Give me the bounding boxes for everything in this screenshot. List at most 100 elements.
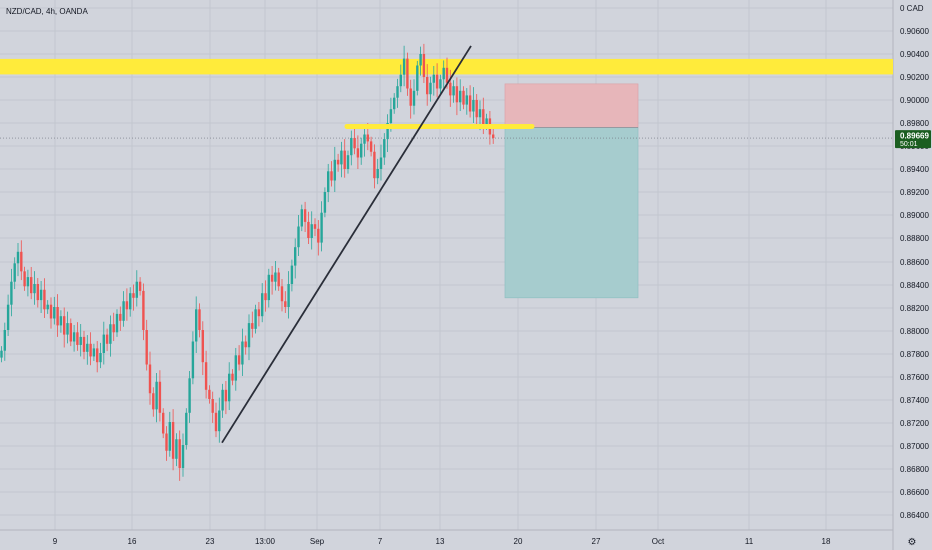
candle-body[interactable] — [300, 209, 303, 227]
candle-body[interactable] — [399, 74, 402, 87]
candle-body[interactable] — [99, 353, 102, 363]
candle-body[interactable] — [475, 100, 478, 118]
candle-body[interactable] — [356, 148, 360, 158]
candle-body[interactable] — [257, 309, 261, 317]
candle-body[interactable] — [330, 171, 333, 181]
candle-body[interactable] — [360, 143, 363, 158]
candle-body[interactable] — [369, 141, 373, 152]
candle-body[interactable] — [59, 316, 63, 326]
candle-body[interactable] — [452, 86, 455, 96]
candle-body[interactable] — [303, 209, 307, 222]
candle-body[interactable] — [294, 247, 297, 266]
candle-body[interactable] — [343, 150, 346, 169]
candle-body[interactable] — [386, 123, 389, 140]
candle-body[interactable] — [426, 77, 429, 95]
candle-body[interactable] — [53, 307, 56, 319]
candle-body[interactable] — [492, 134, 495, 138]
candle-body[interactable] — [379, 157, 383, 170]
candle-body[interactable] — [468, 95, 472, 112]
candle-body[interactable] — [36, 284, 39, 301]
candle-body[interactable] — [135, 281, 138, 298]
candle-body[interactable] — [129, 293, 132, 310]
candle-body[interactable] — [412, 90, 416, 106]
candle-body[interactable] — [363, 134, 366, 144]
candle-body[interactable] — [138, 281, 142, 291]
candle-body[interactable] — [132, 293, 135, 298]
candle-body[interactable] — [188, 378, 191, 413]
candle-body[interactable] — [419, 54, 422, 66]
candle-body[interactable] — [92, 348, 96, 357]
candle-body[interactable] — [317, 228, 320, 243]
candle-body[interactable] — [376, 169, 379, 179]
candle-body[interactable] — [185, 412, 188, 445]
candle-body[interactable] — [340, 150, 343, 165]
candle-body[interactable] — [46, 304, 49, 310]
candle-body[interactable] — [333, 159, 336, 181]
candle-body[interactable] — [152, 393, 155, 410]
candle-body[interactable] — [297, 226, 300, 248]
candle-body[interactable] — [310, 224, 313, 238]
candle-body[interactable] — [409, 88, 412, 106]
candle-body[interactable] — [165, 433, 168, 451]
candle-body[interactable] — [320, 212, 323, 243]
candle-body[interactable] — [13, 263, 16, 282]
candle-body[interactable] — [228, 373, 231, 402]
candle-body[interactable] — [69, 323, 72, 342]
candle-body[interactable] — [254, 309, 257, 329]
candle-body[interactable] — [336, 159, 340, 165]
candle-body[interactable] — [241, 341, 244, 365]
position-reward-zone[interactable] — [504, 127, 639, 299]
candle-body[interactable] — [478, 109, 482, 118]
candle-body[interactable] — [23, 271, 26, 287]
candle-body[interactable] — [175, 439, 178, 459]
resistance-zone[interactable] — [0, 58, 893, 75]
candle-body[interactable] — [264, 293, 267, 301]
candle-body[interactable] — [72, 332, 76, 342]
candle-body[interactable] — [10, 281, 13, 305]
candle-body[interactable] — [346, 155, 350, 169]
settings-gear-icon[interactable]: ⚙ — [908, 537, 917, 548]
candle-body[interactable] — [148, 364, 152, 394]
candle-body[interactable] — [251, 323, 254, 329]
candle-body[interactable] — [429, 82, 432, 95]
candle-body[interactable] — [237, 355, 241, 365]
candle-body[interactable] — [178, 439, 181, 468]
candle-body[interactable] — [96, 348, 99, 363]
candle-body[interactable] — [439, 79, 442, 89]
candle-body[interactable] — [393, 97, 396, 110]
candle-body[interactable] — [287, 284, 290, 307]
candle-body[interactable] — [49, 304, 53, 319]
candle-body[interactable] — [112, 324, 115, 333]
candle-body[interactable] — [350, 137, 353, 156]
candle-body[interactable] — [102, 334, 105, 353]
candle-body[interactable] — [198, 309, 201, 330]
candle-body[interactable] — [234, 355, 237, 381]
candle-body[interactable] — [435, 74, 439, 89]
candle-body[interactable] — [158, 381, 162, 413]
candle-body[interactable] — [39, 289, 43, 301]
candle-body[interactable] — [231, 373, 234, 381]
candle-body[interactable] — [422, 54, 426, 77]
candle-body[interactable] — [366, 134, 369, 142]
candle-body[interactable] — [43, 289, 46, 310]
candle-body[interactable] — [313, 224, 317, 229]
position-risk-zone[interactable] — [504, 83, 639, 128]
candle-body[interactable] — [323, 192, 327, 213]
candle-body[interactable] — [0, 350, 3, 358]
candle-body[interactable] — [402, 58, 406, 75]
candle-body[interactable] — [89, 343, 92, 357]
candle-body[interactable] — [465, 95, 468, 105]
candle-body[interactable] — [26, 277, 30, 287]
candle-body[interactable] — [218, 410, 221, 432]
candle-body[interactable] — [105, 334, 109, 344]
candle-body[interactable] — [327, 171, 330, 192]
candle-body[interactable] — [66, 323, 69, 335]
trendline[interactable] — [221, 45, 472, 444]
candle-body[interactable] — [119, 313, 122, 321]
candle-body[interactable] — [267, 274, 270, 301]
candle-body[interactable] — [389, 109, 393, 123]
candle-body[interactable] — [214, 412, 218, 432]
candle-body[interactable] — [82, 336, 86, 352]
candle-body[interactable] — [191, 341, 195, 379]
